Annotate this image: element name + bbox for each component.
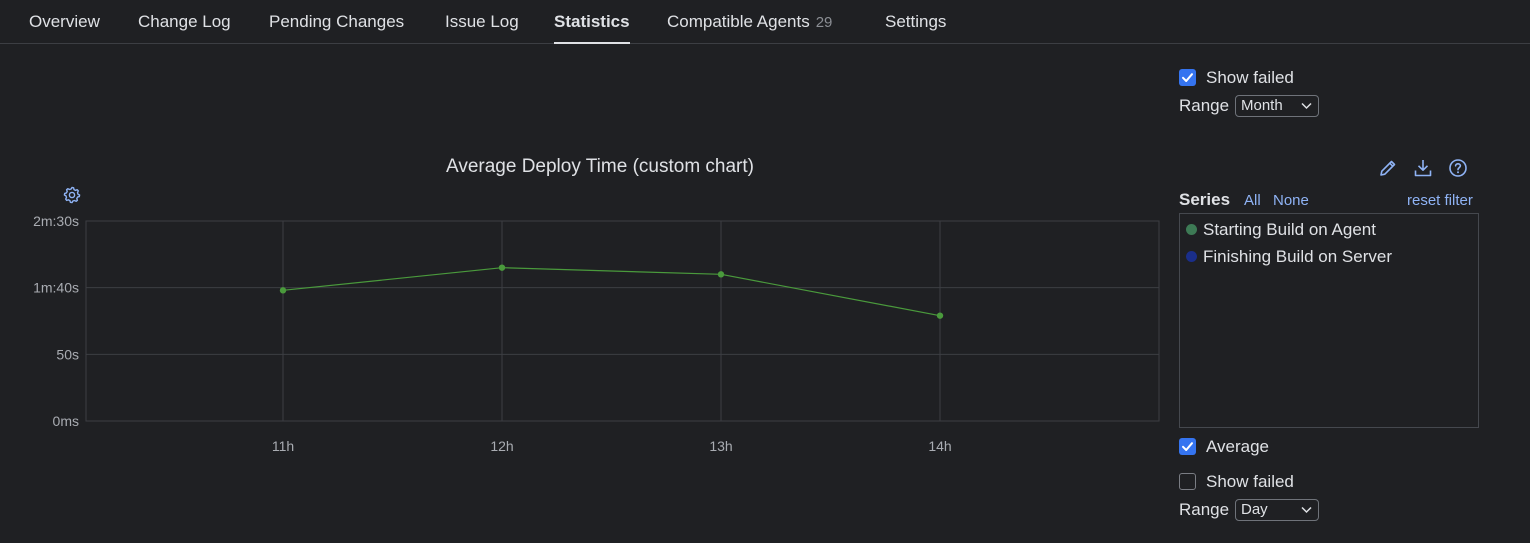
- y-tick-label: 2m:30s: [33, 213, 79, 229]
- series-list: Starting Build on Agent Finishing Build …: [1179, 213, 1479, 428]
- range-select-top[interactable]: Month: [1235, 95, 1319, 117]
- series-heading: Series: [1179, 190, 1231, 209]
- series-color-dot: [1186, 251, 1197, 262]
- series-item-starting-build[interactable]: Starting Build on Agent: [1186, 220, 1376, 240]
- checkmark-icon: [1182, 442, 1193, 451]
- tab-statistics[interactable]: Statistics: [554, 12, 630, 44]
- y-tick-label: 1m:40s: [33, 280, 79, 296]
- y-tick-label: 0ms: [53, 413, 79, 429]
- x-tick-label: 12h: [490, 438, 513, 454]
- series-none-link[interactable]: None: [1273, 192, 1309, 209]
- x-tick-label: 13h: [709, 438, 732, 454]
- help-icon[interactable]: [1447, 157, 1469, 179]
- series-item-label: Finishing Build on Server: [1203, 247, 1392, 266]
- series-all-link[interactable]: All: [1244, 192, 1261, 209]
- reset-filter-link[interactable]: reset filter: [1407, 192, 1473, 209]
- range-select-bottom[interactable]: Day: [1235, 499, 1319, 521]
- show-failed-label-bottom: Show failed: [1206, 472, 1294, 491]
- data-point: [498, 264, 506, 271]
- chevron-down-icon: [1301, 102, 1312, 110]
- average-label: Average: [1206, 437, 1270, 456]
- y-tick-label: 50s: [56, 346, 79, 362]
- tab-issue-log[interactable]: Issue Log: [445, 12, 519, 31]
- chevron-down-icon: [1301, 506, 1312, 514]
- deploy-time-chart: 0ms 50s 1m:40s 2m:30s 11h 12h 13h 14h: [33, 213, 1160, 454]
- checkmark-icon: [1182, 73, 1193, 82]
- download-icon[interactable]: [1412, 157, 1434, 179]
- show-failed-checkbox-top[interactable]: [1179, 69, 1196, 86]
- pencil-icon[interactable]: [1377, 157, 1399, 179]
- show-failed-checkbox-bottom[interactable]: [1179, 473, 1196, 490]
- series-color-dot: [1186, 224, 1197, 235]
- series-item-finishing-build[interactable]: Finishing Build on Server: [1186, 247, 1392, 267]
- data-point: [279, 287, 287, 294]
- gear-icon[interactable]: [62, 185, 84, 207]
- show-failed-label-top: Show failed: [1206, 68, 1294, 87]
- range-label-bottom: Range: [1179, 500, 1230, 519]
- range-select-bottom-value: Day: [1241, 501, 1268, 518]
- x-tick-label: 14h: [928, 438, 951, 454]
- tab-compatible-agents[interactable]: Compatible Agents 29: [667, 12, 832, 44]
- tab-compatible-agents-label: Compatible Agents: [667, 12, 810, 31]
- agents-count-badge: 29: [815, 14, 833, 31]
- tab-change-log[interactable]: Change Log: [138, 12, 231, 31]
- tab-pending-changes[interactable]: Pending Changes: [269, 12, 405, 31]
- plot-frame: [85, 220, 1160, 422]
- tab-settings[interactable]: Settings: [885, 12, 947, 31]
- range-label-top: Range: [1179, 96, 1230, 115]
- data-point: [936, 312, 944, 319]
- range-select-top-value: Month: [1241, 97, 1283, 114]
- series-line: [282, 267, 941, 317]
- x-tick-label: 11h: [272, 438, 294, 454]
- average-checkbox[interactable]: [1179, 438, 1196, 455]
- data-point: [717, 271, 725, 278]
- tab-bar: Overview Change Log Pending Changes Issu…: [0, 0, 1530, 44]
- tab-overview[interactable]: Overview: [29, 12, 100, 31]
- series-item-label: Starting Build on Agent: [1203, 220, 1376, 239]
- chart-title: Average Deploy Time (custom chart): [446, 156, 754, 177]
